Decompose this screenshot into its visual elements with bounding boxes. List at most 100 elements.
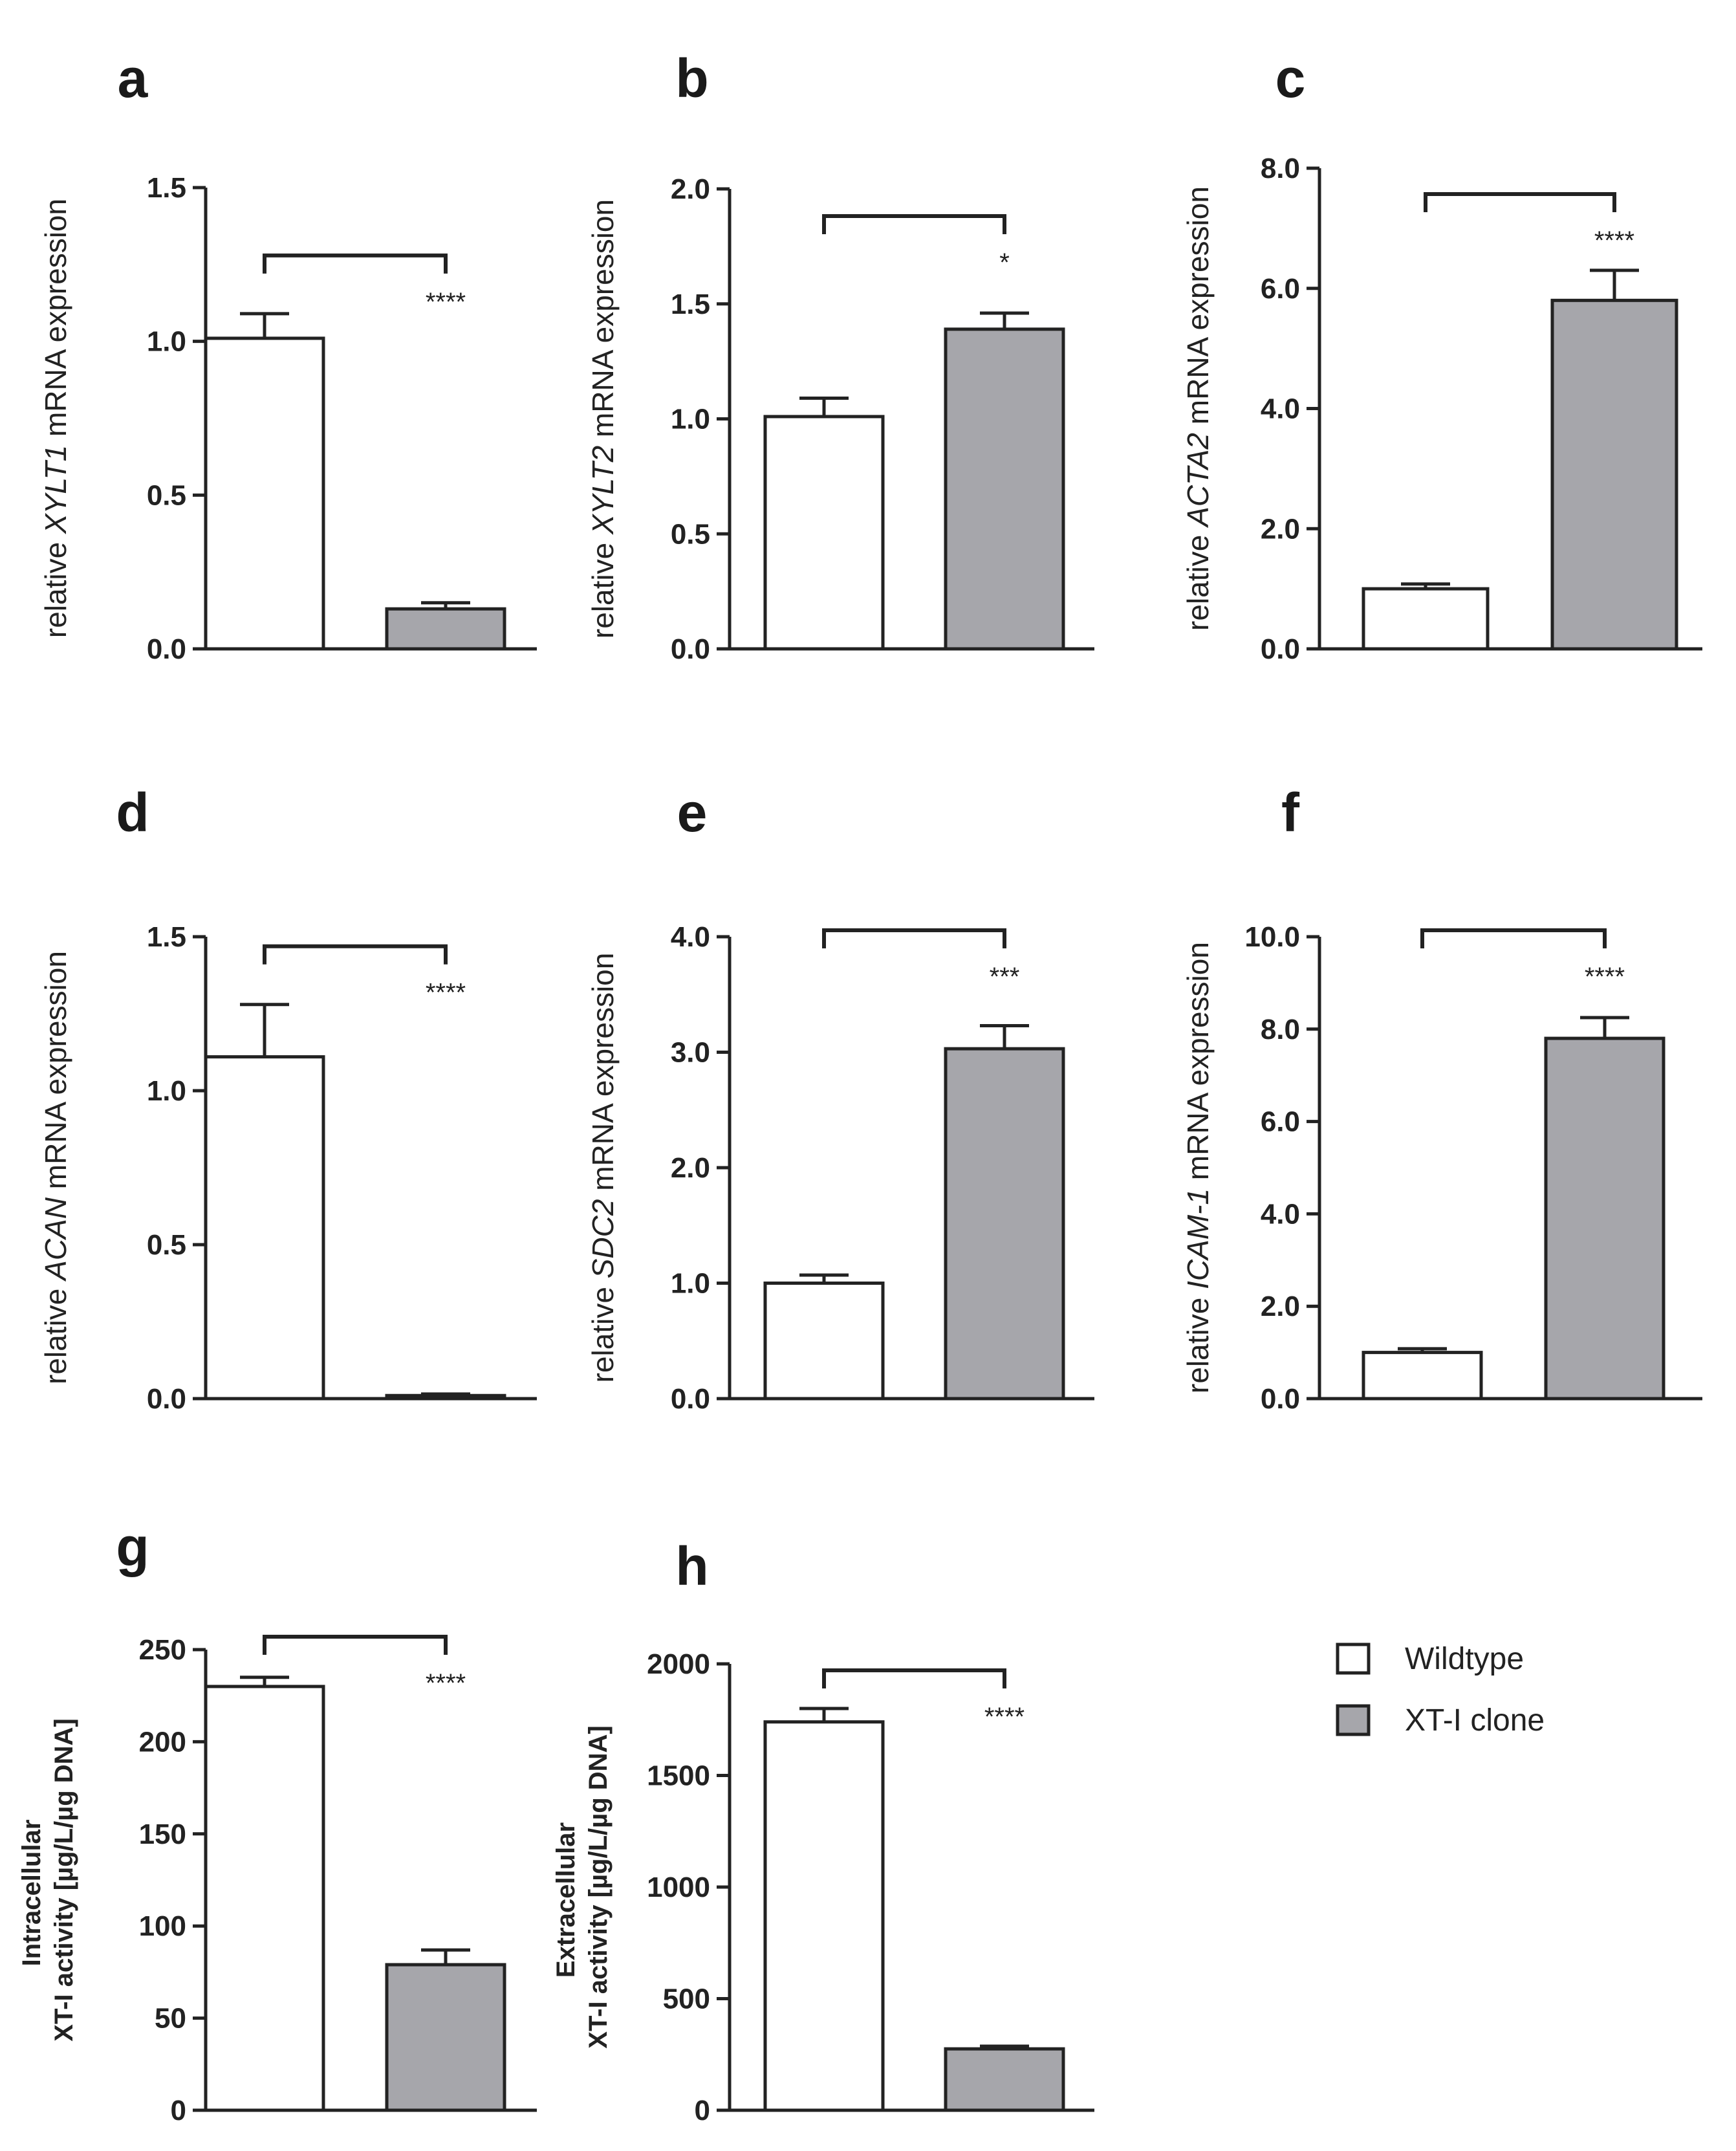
y-tick-label: 500 — [663, 1983, 710, 2015]
y-tick-label: 0 — [171, 2095, 186, 2126]
y-tick-label: 0.0 — [147, 633, 186, 665]
y-tick-label: 1.0 — [671, 404, 710, 435]
y-tick-label: 4.0 — [671, 921, 710, 953]
legend-swatch-wildtype — [1336, 1643, 1371, 1675]
y-axis-label-line2: XT-I activity [µg/L/µg DNA] — [584, 1725, 613, 2048]
y-axis-label-suffix: mRNA expression — [1181, 942, 1215, 1188]
y-axis-label-prefix: relative — [586, 534, 620, 639]
panel-letter: c — [1275, 48, 1306, 109]
bar-wildtype — [204, 1685, 325, 2112]
y-axis-label-suffix: mRNA expression — [39, 199, 72, 445]
bar-xt-i-clone — [1544, 1036, 1665, 1401]
y-tick-label: 1.0 — [147, 326, 186, 358]
y-tick-label: 6.0 — [1261, 1106, 1300, 1138]
panels: a 0.0 0.5 1.0 1.5 relative XYLT1 mRNA express… — [17, 48, 1702, 2126]
y-axis-label-gene: ACAN — [39, 1197, 72, 1282]
significance-label: *** — [990, 963, 1020, 991]
panel-letter: f — [1281, 782, 1300, 843]
y-tick-label: 2.0 — [1261, 1291, 1300, 1322]
significance-bracket — [1420, 928, 1607, 948]
y-tick-label: 0.5 — [671, 518, 710, 550]
y-axis-label: relative ACAN mRNA expression — [39, 951, 72, 1384]
y-axis-label-suffix: mRNA expression — [586, 953, 620, 1199]
y-tick-label: 1000 — [647, 1872, 710, 1903]
y-tick-label: 0.5 — [147, 1229, 186, 1261]
y-axis-label-line1: Extracellular — [552, 1822, 580, 1978]
y-tick-label: 1.5 — [147, 172, 186, 204]
panel-d: d 0.0 0.5 1.0 1.5 relative ACAN mRNA expressi… — [39, 782, 537, 1415]
panel-letter: a — [118, 48, 149, 109]
y-tick-label: 200 — [139, 1726, 186, 1758]
panel-e: e 0.0 1.0 2.0 3.0 4.0 relative SDC2 mRNA expre… — [586, 782, 1094, 1415]
panel-h: h 0 500 1000 1500 2000 Extracellular XT-I activ… — [552, 1536, 1094, 2126]
panel-c: c 0.0 2.0 4.0 6.0 8.0 relative ACTA2 mRNA expr… — [1181, 48, 1702, 665]
significance-label: **** — [426, 288, 466, 316]
y-tick-label: 0 — [695, 2095, 710, 2126]
panel-a: a 0.0 0.5 1.0 1.5 relative XYLT1 mRNA express… — [39, 48, 537, 665]
y-axis-label-suffix: mRNA expression — [39, 951, 72, 1197]
bar-wildtype — [204, 336, 325, 651]
y-tick-label: 150 — [139, 1818, 186, 1850]
y-tick-label: 1.5 — [671, 289, 710, 320]
y-axis-label-prefix: relative — [39, 1280, 72, 1384]
significance-bracket — [1424, 192, 1616, 212]
bar-wildtype — [763, 415, 885, 651]
y-tick-label: 0.0 — [671, 633, 710, 665]
y-axis-label-line1: Intracellular — [17, 1820, 46, 1967]
bar-wildtype — [763, 1720, 885, 2112]
significance-bracket — [822, 213, 1006, 234]
legend-label-wildtype: Wildtype — [1405, 1642, 1524, 1676]
y-tick-label: 0.5 — [147, 479, 186, 511]
significance-label: **** — [984, 1703, 1025, 1731]
legend-label-xt-i-clone: XT-I clone — [1405, 1703, 1545, 1738]
y-tick-label: 2.0 — [1261, 513, 1300, 545]
bar-xt-i-clone — [944, 327, 1065, 651]
y-tick-label: 0.0 — [1261, 1383, 1300, 1415]
y-axis-label-prefix: relative — [1181, 527, 1215, 631]
significance-label: **** — [1594, 226, 1634, 255]
bar-wildtype — [1362, 1351, 1483, 1401]
y-tick-label: 8.0 — [1261, 1014, 1300, 1045]
panel-letter: g — [116, 1516, 149, 1577]
bar-xt-i-clone — [944, 2047, 1065, 2112]
bar-wildtype — [204, 1055, 325, 1401]
panel-b: b 0.0 0.5 1.0 1.5 2.0 relative XYLT2 mRNA expr… — [586, 48, 1094, 665]
significance-label: * — [999, 248, 1010, 277]
significance-bracket — [263, 253, 448, 274]
y-tick-label: 2.0 — [671, 1152, 710, 1184]
y-tick-label: 1500 — [647, 1760, 710, 1792]
y-axis-label-prefix: relative — [1181, 1289, 1215, 1393]
y-axis-label-suffix: mRNA expression — [1181, 186, 1215, 433]
y-tick-label: 1.5 — [147, 921, 186, 953]
y-tick-label: 2000 — [647, 1648, 710, 1680]
y-tick-label: 100 — [139, 1910, 186, 1942]
y-axis-label-gene: ICAM-1 — [1181, 1188, 1215, 1289]
panel-f: f 0.0 2.0 4.0 6.0 8.0 10.0 relative ICAM-1 mRNA… — [1181, 782, 1702, 1415]
y-tick-label: 2.0 — [671, 173, 710, 205]
y-axis-label-prefix: relative — [586, 1278, 620, 1382]
y-axis-label-gene: SDC2 — [586, 1199, 620, 1279]
y-axis-label-prefix: relative — [39, 534, 72, 638]
legend: Wildtype XT-I clone — [1336, 1642, 1545, 1738]
significance-label: **** — [1585, 963, 1625, 991]
y-axis-label-gene: XYLT1 — [39, 445, 72, 534]
y-axis-label: relative ICAM-1 mRNA expression — [1181, 942, 1215, 1393]
bar-wildtype — [1362, 587, 1490, 651]
y-tick-label: 6.0 — [1261, 273, 1300, 305]
y-axis-label-suffix: mRNA expression — [586, 199, 620, 446]
y-tick-label: 0.0 — [671, 1383, 710, 1415]
y-tick-label: 10.0 — [1244, 921, 1300, 953]
y-tick-label: 4.0 — [1261, 393, 1300, 425]
y-tick-label: 1.0 — [147, 1075, 186, 1107]
significance-bracket — [263, 1635, 448, 1655]
panel-letter: h — [675, 1536, 708, 1597]
panel-letter: b — [675, 48, 708, 109]
y-axis-label: relative XYLT1 mRNA expression — [39, 199, 72, 638]
panel-g: g 0 50 100 150 200 250 Intracellular XT-I activi… — [17, 1516, 537, 2126]
significance-label: **** — [426, 979, 466, 1007]
significance-bracket — [263, 944, 448, 965]
bar-xt-i-clone — [385, 1963, 506, 2112]
significance-bracket — [822, 928, 1006, 948]
y-tick-label: 4.0 — [1261, 1198, 1300, 1230]
